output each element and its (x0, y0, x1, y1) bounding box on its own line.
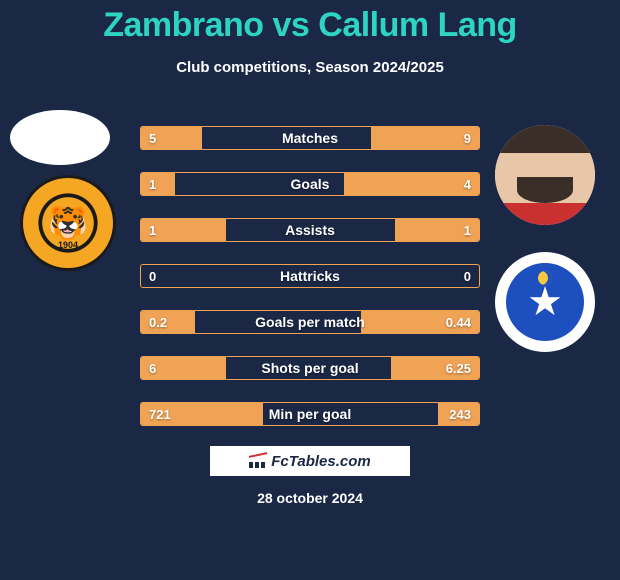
chart-icon (249, 454, 267, 468)
player1-club-crest: 🐯 1904 (20, 175, 116, 271)
stat-value-right: 6.25 (446, 357, 471, 379)
stat-label: Min per goal (141, 403, 479, 425)
stat-row: 1Assists1 (140, 218, 480, 242)
stat-label: Goals (141, 173, 479, 195)
brand-text: FcTables.com (271, 453, 370, 470)
moon-icon (538, 271, 552, 285)
stat-row: 0Hattricks0 (140, 264, 480, 288)
stat-label: Hattricks (141, 265, 479, 287)
player1-avatar (10, 110, 110, 165)
comparison-title: Zambrano vs Callum Lang (0, 0, 620, 45)
stat-label: Goals per match (141, 311, 479, 333)
stats-list: 5Matches91Goals41Assists10Hattricks00.2G… (140, 126, 480, 448)
stat-value-right: 9 (464, 127, 471, 149)
stat-row: 721Min per goal243 (140, 402, 480, 426)
stat-row: 1Goals4 (140, 172, 480, 196)
comparison-subtitle: Club competitions, Season 2024/2025 (0, 59, 620, 76)
stat-label: Matches (141, 127, 479, 149)
club-year: 1904 (58, 240, 78, 250)
stat-row: 5Matches9 (140, 126, 480, 150)
stat-value-right: 1 (464, 219, 471, 241)
stat-row: 6Shots per goal6.25 (140, 356, 480, 380)
player2-club-crest: ★ (495, 252, 595, 352)
stat-value-right: 4 (464, 173, 471, 195)
stat-label: Assists (141, 219, 479, 241)
footer-date: 28 october 2024 (0, 490, 620, 506)
stat-value-right: 0 (464, 265, 471, 287)
stat-label: Shots per goal (141, 357, 479, 379)
star-icon: ★ (527, 282, 563, 322)
stat-value-right: 243 (449, 403, 471, 425)
tiger-icon: 🐯 (48, 207, 88, 239)
brand-logo: FcTables.com (210, 446, 410, 476)
stat-row: 0.2Goals per match0.44 (140, 310, 480, 334)
player2-avatar (495, 125, 595, 225)
stat-value-right: 0.44 (446, 311, 471, 333)
